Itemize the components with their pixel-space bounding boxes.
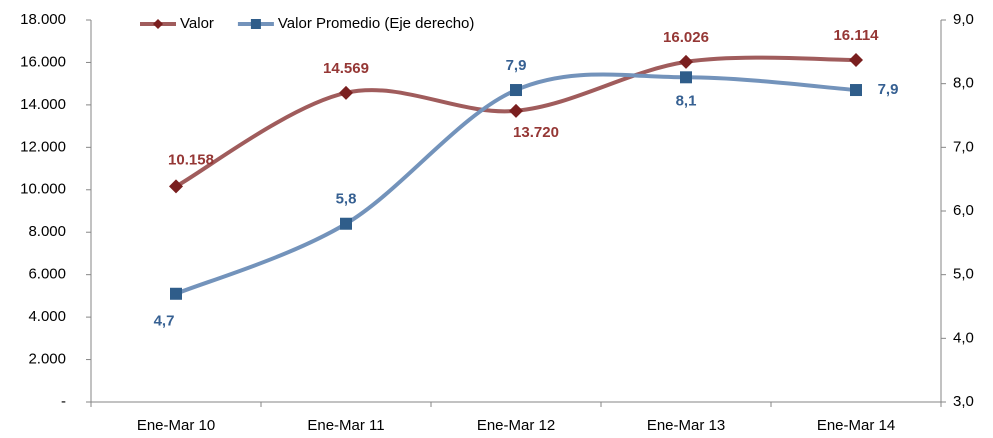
data-label: 7,9 (878, 81, 899, 98)
marker (509, 103, 523, 118)
y-tick-label: 12.000 (20, 138, 66, 155)
data-label: 13.720 (513, 124, 559, 141)
legend-marker (250, 19, 261, 29)
y-tick-label: 10.000 (20, 181, 66, 198)
data-label: 8,1 (676, 92, 697, 109)
x-tick-label: Ene-Mar 11 (307, 417, 384, 434)
marker (340, 217, 352, 230)
x-tick-label: Ene-Mar 14 (817, 417, 895, 434)
y2-tick-label: 8,0 (953, 75, 974, 92)
data-label: 14.569 (323, 60, 369, 77)
data-label: 5,8 (336, 191, 357, 208)
marker (850, 84, 862, 97)
legend-marker (153, 19, 163, 29)
y2-tick-label: 6,0 (953, 202, 974, 219)
y2-tick-label: 5,0 (953, 266, 974, 283)
marker (169, 179, 183, 194)
y-tick-label: 8.000 (28, 223, 66, 240)
y-tick-label: 16.000 (20, 53, 66, 70)
y-tick-label: 14.000 (20, 96, 66, 113)
y2-tick-label: 3,0 (953, 393, 974, 410)
y-tick-label: 18.000 (20, 11, 66, 28)
marker (170, 287, 182, 300)
data-label: 16.026 (663, 29, 709, 46)
y-tick-label: 2.000 (28, 351, 66, 368)
y2-tick-label: 7,0 (953, 138, 974, 155)
legend-label: Valor Promedio (Eje derecho) (278, 15, 474, 32)
data-label: 16.114 (833, 27, 879, 44)
marker (510, 84, 522, 97)
x-tick-label: Ene-Mar 13 (647, 417, 725, 434)
marker (339, 85, 353, 100)
y-tick-label: 6.000 (28, 266, 66, 283)
x-tick-label: Ene-Mar 10 (137, 417, 215, 434)
series-line (174, 55, 858, 189)
marker (849, 53, 863, 68)
y-tick-label: 4.000 (28, 308, 66, 325)
y2-tick-label: 9,0 (953, 11, 974, 28)
data-label: 4,7 (154, 313, 175, 330)
marker (680, 71, 692, 84)
data-label: 7,9 (506, 57, 527, 74)
legend-label: Valor (180, 15, 214, 32)
marker (679, 54, 693, 69)
y-tick-label: - (61, 393, 66, 410)
data-label: 10.158 (168, 151, 214, 168)
y2-tick-label: 4,0 (953, 329, 974, 346)
x-tick-label: Ene-Mar 12 (477, 417, 555, 434)
